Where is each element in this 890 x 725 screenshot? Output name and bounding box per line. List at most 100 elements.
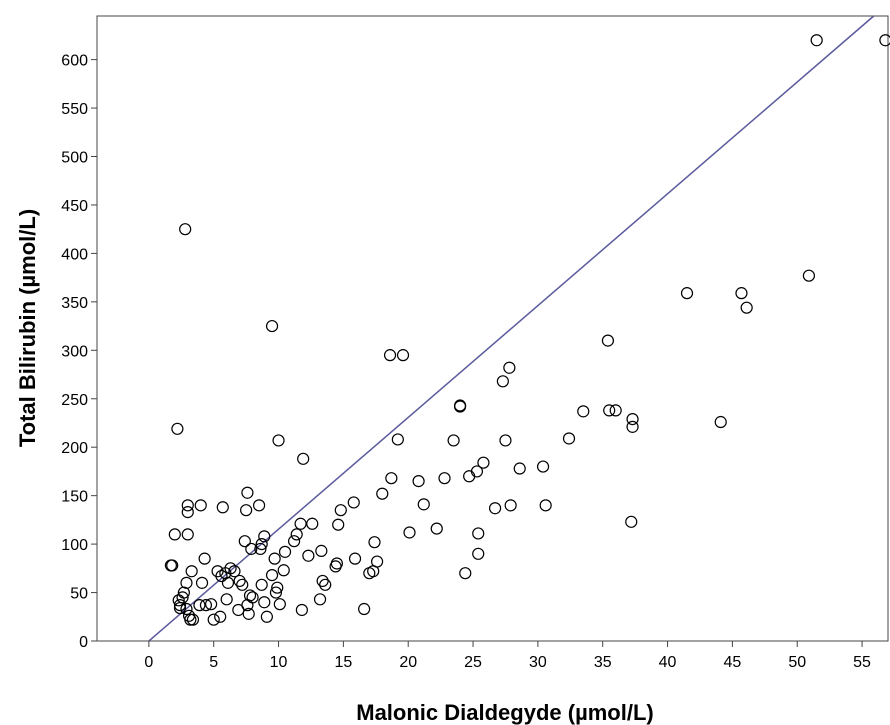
- data-point: [168, 528, 181, 541]
- data-point: [609, 404, 622, 417]
- data-point: [313, 593, 327, 606]
- data-point: [334, 504, 347, 517]
- y-tick-label: 50: [70, 586, 88, 603]
- data-point: [185, 565, 198, 578]
- data-point: [714, 415, 727, 429]
- data-point: [332, 518, 345, 531]
- x-tick-label: 10: [270, 654, 288, 671]
- data-point: [271, 581, 284, 594]
- data-point: [297, 452, 310, 465]
- data-point: [194, 499, 207, 512]
- x-tick-label: 35: [594, 654, 612, 671]
- data-point: [735, 287, 748, 300]
- data-point: [539, 499, 552, 512]
- data-point: [358, 602, 371, 616]
- data-point: [278, 545, 292, 558]
- data-point: [603, 404, 616, 417]
- data-point: [601, 334, 615, 347]
- data-point: [273, 598, 286, 611]
- data-point: [430, 522, 443, 535]
- data-point: [199, 599, 213, 612]
- data-point: [370, 555, 384, 568]
- data-point: [268, 552, 281, 565]
- data-point: [236, 578, 249, 591]
- data-point: [181, 528, 194, 541]
- data-point: [459, 567, 472, 580]
- data-point: [240, 504, 253, 517]
- data-point: [626, 420, 639, 433]
- data-point: [368, 536, 381, 549]
- data-point: [463, 470, 476, 483]
- data-point: [184, 613, 197, 626]
- data-point: [391, 433, 404, 446]
- data-point: [241, 486, 254, 499]
- data-point: [513, 462, 526, 475]
- data-point: [173, 599, 187, 612]
- data-point: [242, 607, 255, 620]
- data-point: [171, 422, 184, 435]
- data-point: [177, 586, 190, 599]
- y-tick-label: 450: [61, 198, 88, 215]
- data-point: [214, 610, 227, 623]
- data-point: [181, 506, 194, 519]
- data-point: [470, 465, 484, 478]
- data-point: [295, 603, 308, 617]
- data-point: [193, 599, 206, 612]
- x-tick-label: 20: [399, 654, 417, 671]
- data-point: [216, 501, 229, 514]
- x-axis-title: Malonic Dialdegyde (µmol/L): [356, 700, 653, 725]
- axis-ticks: 0 50 100 150 200 250 300 350 400 450 500 550 600 0 5 10…: [61, 53, 871, 671]
- data-point: [453, 399, 467, 412]
- x-tick-label: 55: [853, 654, 871, 671]
- data-point: [294, 517, 307, 530]
- data-point: [503, 361, 516, 374]
- data-point: [252, 499, 266, 512]
- data-point: [243, 589, 257, 602]
- y-tick-label: 150: [61, 489, 88, 506]
- data-point: [254, 542, 267, 556]
- data-point: [504, 499, 517, 512]
- data-point: [211, 565, 224, 578]
- data-point: [186, 613, 200, 626]
- data-point: [246, 591, 259, 604]
- data-point: [302, 549, 315, 562]
- data-point: [376, 487, 389, 500]
- data-point: [438, 472, 451, 485]
- data-point: [272, 434, 285, 447]
- data-point: [383, 349, 397, 362]
- y-tick-label: 400: [61, 246, 88, 263]
- data-point: [245, 542, 258, 556]
- x-tick-label: 30: [529, 654, 547, 671]
- data-point: [477, 456, 490, 469]
- data-point: [740, 301, 753, 314]
- x-tick-label: 45: [723, 654, 741, 671]
- data-point: [180, 602, 193, 616]
- data-point: [802, 269, 816, 282]
- data-point: [319, 578, 332, 591]
- data-point: [265, 319, 279, 333]
- data-point: [496, 375, 509, 388]
- data-point: [348, 552, 362, 565]
- y-axis-title: Total Bilirubin (µmol/L): [15, 209, 40, 447]
- data-point: [277, 564, 290, 577]
- data-point: [447, 434, 460, 447]
- y-tick-label: 550: [61, 101, 88, 118]
- y-tick-label: 0: [79, 634, 88, 651]
- data-point: [330, 557, 343, 570]
- data-point: [626, 413, 639, 426]
- data-point: [396, 349, 410, 362]
- data-point: [536, 460, 550, 473]
- data-point: [260, 610, 273, 623]
- data-point: [221, 576, 235, 589]
- data-point: [288, 535, 301, 548]
- data-point: [290, 528, 303, 541]
- data-point: [412, 475, 425, 488]
- data-point: [472, 527, 485, 540]
- data-point: [255, 578, 268, 591]
- data-point: [315, 544, 328, 557]
- data-point: [233, 574, 246, 588]
- data-point: [265, 569, 279, 582]
- data-point: [220, 593, 233, 606]
- data-point: [228, 565, 241, 578]
- x-tick-label: 50: [788, 654, 806, 671]
